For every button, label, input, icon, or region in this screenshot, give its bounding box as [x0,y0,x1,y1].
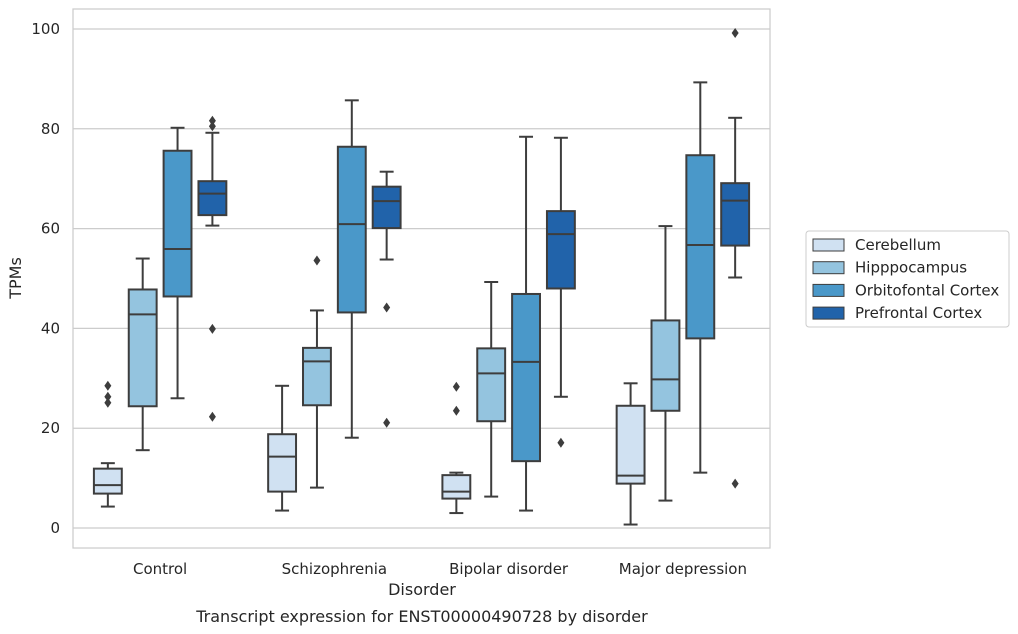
x-tick-label: Control [133,560,187,578]
box-group [162,126,193,400]
outlier-point [104,397,112,408]
outlier-point [557,437,565,448]
outlier-point [452,381,460,392]
y-tick-label: 100 [31,20,60,38]
box [720,182,751,247]
outlier-point [383,417,391,428]
plot-frame [72,8,771,549]
box-group [197,115,228,422]
chart-caption: Transcript expression for ENST0000049072… [195,607,648,626]
outlier-point [208,323,216,334]
outlier-point [104,391,112,402]
box [371,185,402,230]
box [685,154,716,340]
y-axis-title: TPMs [6,257,25,300]
outlier-point [104,380,112,391]
outlier-point [208,121,216,132]
legend-label: Orbitofontal Cortex [855,281,999,299]
box [92,467,123,495]
legend: Cerebellum Hipppocampus Orbitofontal Corte… [805,230,1010,328]
box [476,347,507,423]
outlier-point [383,302,391,313]
box-group [615,382,646,526]
box [197,180,228,217]
box-group [92,380,123,508]
y-tick-label: 80 [41,120,60,138]
box-group [720,27,751,489]
box-group [650,225,681,502]
y-tick-labels: 0 20 40 60 80 100 [31,20,60,537]
box-group [476,280,507,498]
legend-label: Hipppocampus [855,259,967,277]
legend-swatch [812,261,845,275]
box-group [511,135,541,512]
legend-swatch [812,283,845,297]
box [267,433,298,493]
box-group [267,384,298,512]
x-tick-label: Schizophrenia [282,560,387,578]
legend-frame [805,230,1010,328]
outlier-point [208,115,216,126]
boxes-layer [92,27,751,526]
box [336,145,367,314]
outlier-point [731,27,739,38]
x-tick-label: Bipolar disorder [449,560,569,578]
x-axis-title: Disorder [388,580,456,599]
outlier-point [313,255,321,266]
x-tick-labels: Control Schizophrenia Bipolar disorder Majo… [133,560,747,578]
box [302,346,332,407]
box-group [685,81,716,474]
legend-items: Cerebellum Hipppocampus Orbitofontal Corte… [812,236,999,322]
box-group [441,381,472,515]
y-tick-label: 60 [41,220,60,238]
box [650,319,681,412]
box-group [302,255,332,489]
y-tick-label: 40 [41,319,60,337]
y-tick-label: 20 [41,419,60,437]
outlier-point [208,411,216,422]
box [545,210,576,290]
outlier-point [452,405,460,416]
box-group [371,170,402,428]
box [511,292,541,463]
box [441,474,472,500]
box-group [336,99,367,439]
box [615,404,646,485]
box [127,288,158,408]
box [162,149,193,298]
y-tick-label: 0 [50,519,60,537]
outlier-point [731,478,739,489]
legend-swatch [812,306,845,320]
legend-swatch [812,238,845,252]
box-group [127,257,158,452]
x-tick-label: Major depression [619,560,747,578]
legend-label: Cerebellum [855,236,941,254]
box-group [545,136,576,448]
legend-label: Prefrontal Cortex [855,304,982,322]
